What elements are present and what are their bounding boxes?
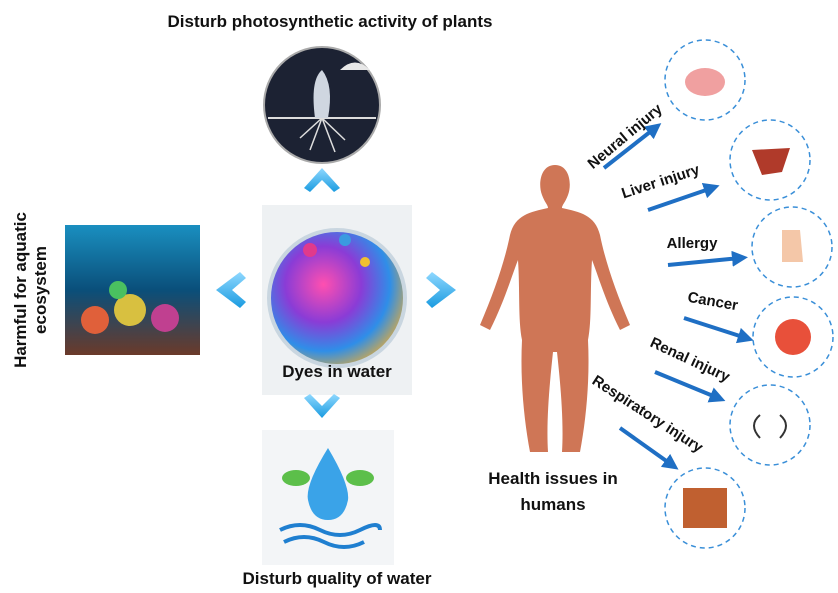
left-label-1: Harmful for aquatic [11,212,30,368]
diagram: Disturb photosynthetic activity of plant… [0,0,838,593]
right-label-2: humans [520,495,585,514]
top-label: Disturb photosynthetic activity of plant… [168,12,493,31]
right-label-1: Health issues in [488,469,617,488]
effect-label: Renal injury [647,334,733,386]
human-figure [480,165,630,452]
arrow-left [216,272,246,308]
arrow-right [426,272,456,308]
effect-label: Allergy [667,235,719,252]
effect-label: Cancer [686,289,739,315]
effect-label: Neural injury [585,100,667,172]
left-label-2: ecosystem [31,246,50,334]
arrow-down [304,394,340,418]
center-label: Dyes in water [282,362,392,381]
plant-image [264,47,380,163]
coral-image [65,225,200,355]
arrow-up [304,168,340,192]
dye-image [269,230,405,366]
bottom-label: Disturb quality of water [243,569,432,588]
